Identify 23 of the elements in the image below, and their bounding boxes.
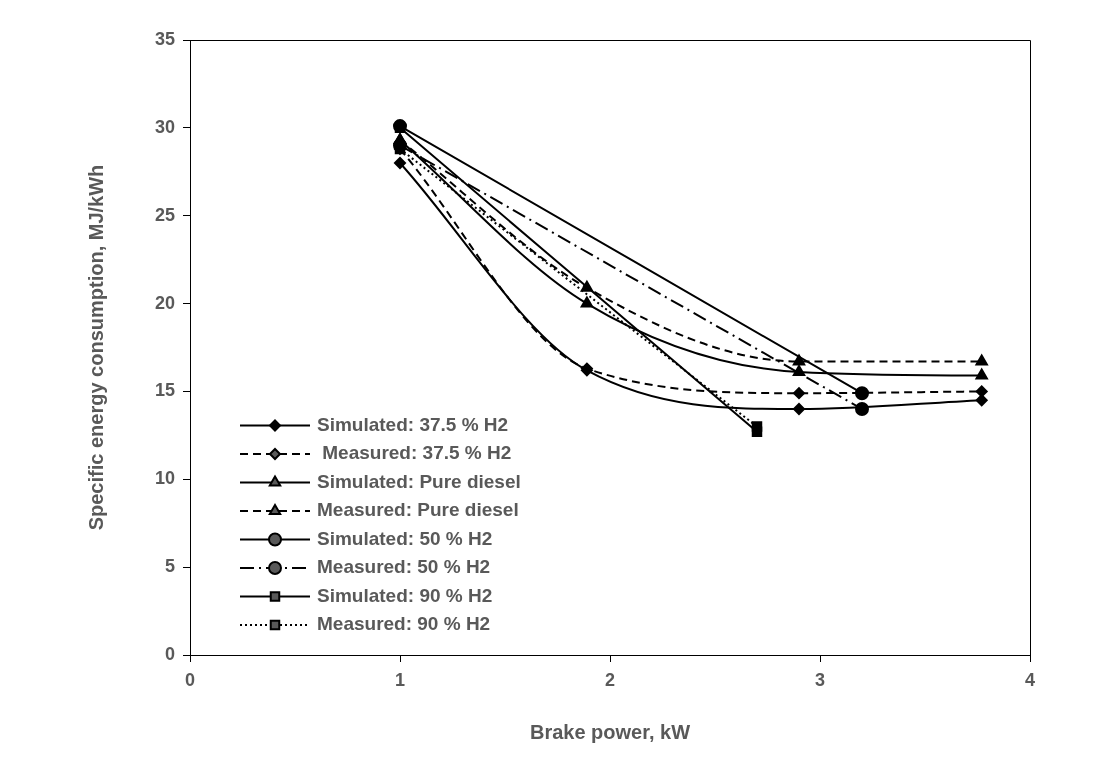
y-tick-label: 30: [154, 116, 175, 137]
y-tick-label: 25: [154, 204, 175, 225]
y-tick-label: 35: [154, 28, 175, 49]
y-tick-label: 15: [154, 380, 175, 401]
legend-label: Simulated: 37.5 % H2: [317, 413, 509, 435]
legend-label: Simulated: 90 % H2: [317, 584, 493, 606]
legend-label: Measured: Pure diesel: [317, 499, 519, 521]
legend-label: Simulated: 50 % H2: [317, 527, 493, 549]
x-tick-label: 4: [1024, 669, 1036, 690]
legend-label: Measured: 90 % H2: [317, 613, 491, 635]
x-tick-label: 3: [814, 669, 826, 690]
legend-label: Measured: 37.5 % H2: [317, 442, 512, 464]
y-tick-label: 0: [164, 643, 175, 664]
y-tick-label: 10: [154, 468, 175, 489]
y-tick-label: 20: [154, 292, 175, 313]
x-tick-label: 0: [184, 669, 196, 690]
y-axis-title: Specific energy consumption, MJ/kWh: [84, 164, 107, 531]
legend-label: Measured: 50 % H2: [317, 556, 491, 578]
x-tick-label: 2: [604, 669, 616, 690]
legend-label: Simulated: Pure diesel: [317, 470, 521, 492]
y-tick-label: 5: [164, 556, 175, 577]
x-axis-title: Brake power, kW: [529, 720, 691, 743]
x-tick-label: 1: [394, 669, 406, 690]
